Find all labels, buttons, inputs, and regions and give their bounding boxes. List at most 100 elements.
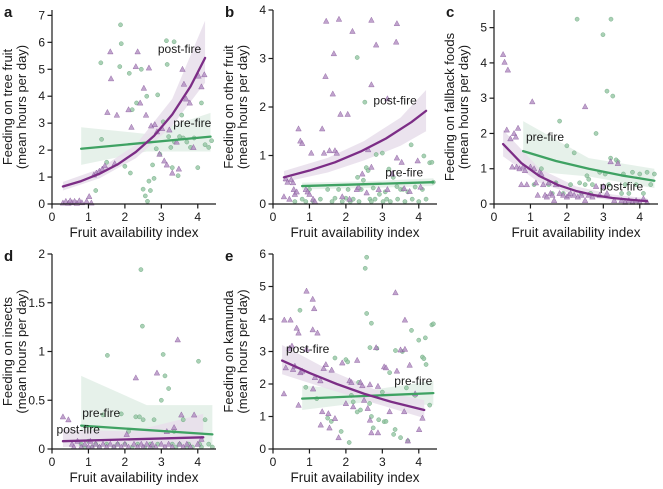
point-pre-fire <box>171 39 177 45</box>
point-post-fire <box>281 316 288 323</box>
point-pre-fire <box>604 88 610 94</box>
point-pre-fire <box>421 153 427 159</box>
point-pre-fire <box>140 417 146 423</box>
point-post-fire <box>348 378 355 385</box>
point-post-fire <box>183 440 191 447</box>
panel-letter: b <box>225 4 234 21</box>
y-axis-label-units: (mean hours per day) <box>14 45 29 169</box>
x-tick-label: 4 <box>194 210 201 224</box>
y-tick-label: 3 <box>38 116 45 130</box>
point-pre-fire <box>577 180 582 186</box>
point-post-fire <box>113 111 121 118</box>
point-post-fire <box>375 185 382 192</box>
x-axis-label: Fruit availability index <box>69 470 198 485</box>
point-post-fire <box>388 170 396 177</box>
point-post-fire <box>309 326 316 333</box>
x-tick-label: 2 <box>343 455 350 469</box>
y-tick-label: 0 <box>259 442 266 456</box>
x-tick-label: 1 <box>85 210 92 224</box>
point-post-fire <box>123 430 130 437</box>
point-pre-fire <box>336 187 341 192</box>
point-post-fire <box>600 182 607 189</box>
point-pre-fire <box>384 196 390 202</box>
point-post-fire <box>330 50 338 57</box>
point-post-fire <box>406 187 413 194</box>
point-post-fire <box>374 382 382 389</box>
panel-e: 0 1 2 3 4 0 1 2 3 4 5 6 pre-fire post-fire Fruit avail… <box>221 247 437 485</box>
point-pre-fire <box>99 136 104 142</box>
point-post-fire <box>550 196 558 203</box>
x-tick-label: 3 <box>600 210 607 224</box>
point-pre-fire <box>367 345 373 350</box>
point-post-fire <box>326 424 333 431</box>
point-post-fire <box>298 139 306 146</box>
point-post-fire <box>175 165 183 172</box>
point-post-fire <box>393 154 401 161</box>
point-post-fire <box>289 179 297 186</box>
point-pre-fire <box>421 356 427 362</box>
point-post-fire <box>560 191 567 198</box>
point-pre-fire <box>574 16 580 22</box>
point-post-fire <box>201 71 208 78</box>
point-pre-fire <box>345 359 351 365</box>
x-tick-label: 3 <box>379 455 386 469</box>
point-post-fire <box>401 345 409 352</box>
point-pre-fire <box>370 425 376 431</box>
point-pre-fire <box>622 182 628 187</box>
point-post-fire <box>107 75 115 82</box>
point-post-fire <box>331 414 339 421</box>
series-label-post-fire: post-fire <box>158 42 202 56</box>
point-post-fire <box>145 64 153 71</box>
point-pre-fire <box>593 131 599 136</box>
point-post-fire <box>543 193 551 200</box>
point-post-fire <box>401 316 409 323</box>
point-post-fire <box>107 48 114 55</box>
point-post-fire <box>317 377 324 384</box>
point-post-fire <box>179 65 186 72</box>
point-post-fire <box>349 403 357 410</box>
point-post-fire <box>289 365 297 372</box>
point-post-fire <box>311 373 319 380</box>
point-pre-fire <box>369 199 374 204</box>
point-pre-fire <box>297 307 303 313</box>
x-tick-label: 3 <box>379 210 386 224</box>
y-tick-label: 0.5 <box>28 393 45 407</box>
x-tick-label: 2 <box>564 210 571 224</box>
point-post-fire <box>556 189 563 196</box>
point-post-fire <box>83 197 90 204</box>
point-pre-fire <box>391 432 396 437</box>
point-post-fire <box>372 344 380 351</box>
point-post-fire <box>151 120 158 127</box>
point-pre-fire <box>118 411 124 417</box>
y-tick-label: 4 <box>259 3 266 17</box>
point-post-fire <box>509 163 516 170</box>
point-post-fire <box>581 103 589 110</box>
x-tick-label: 2 <box>343 210 350 224</box>
y-axis-label: Feeding on insects <box>0 296 15 406</box>
y-tick-label: 1 <box>38 345 45 359</box>
point-pre-fire <box>303 384 309 390</box>
point-post-fire <box>280 193 288 200</box>
point-post-fire <box>287 316 294 323</box>
point-post-fire <box>308 149 315 156</box>
y-tick-label: 5 <box>259 280 266 294</box>
point-post-fire <box>81 440 89 447</box>
point-post-fire <box>372 41 380 48</box>
y-tick-label: 0 <box>259 197 266 211</box>
point-post-fire <box>156 150 163 157</box>
point-pre-fire <box>138 66 144 72</box>
series-label-pre-fire: pre-fire <box>385 165 423 179</box>
point-pre-fire <box>140 323 145 329</box>
x-axis-label: Fruit availability index <box>290 225 419 240</box>
point-pre-fire <box>630 169 635 175</box>
point-pre-fire <box>402 199 408 204</box>
point-pre-fire <box>355 174 360 180</box>
point-pre-fire <box>373 152 379 157</box>
point-post-fire <box>415 425 423 432</box>
point-pre-fire <box>179 112 185 118</box>
point-post-fire <box>607 158 614 165</box>
y-tick-label: 2 <box>259 377 266 391</box>
point-post-fire <box>176 440 183 447</box>
point-post-fire <box>512 133 520 140</box>
point-pre-fire <box>362 265 368 271</box>
